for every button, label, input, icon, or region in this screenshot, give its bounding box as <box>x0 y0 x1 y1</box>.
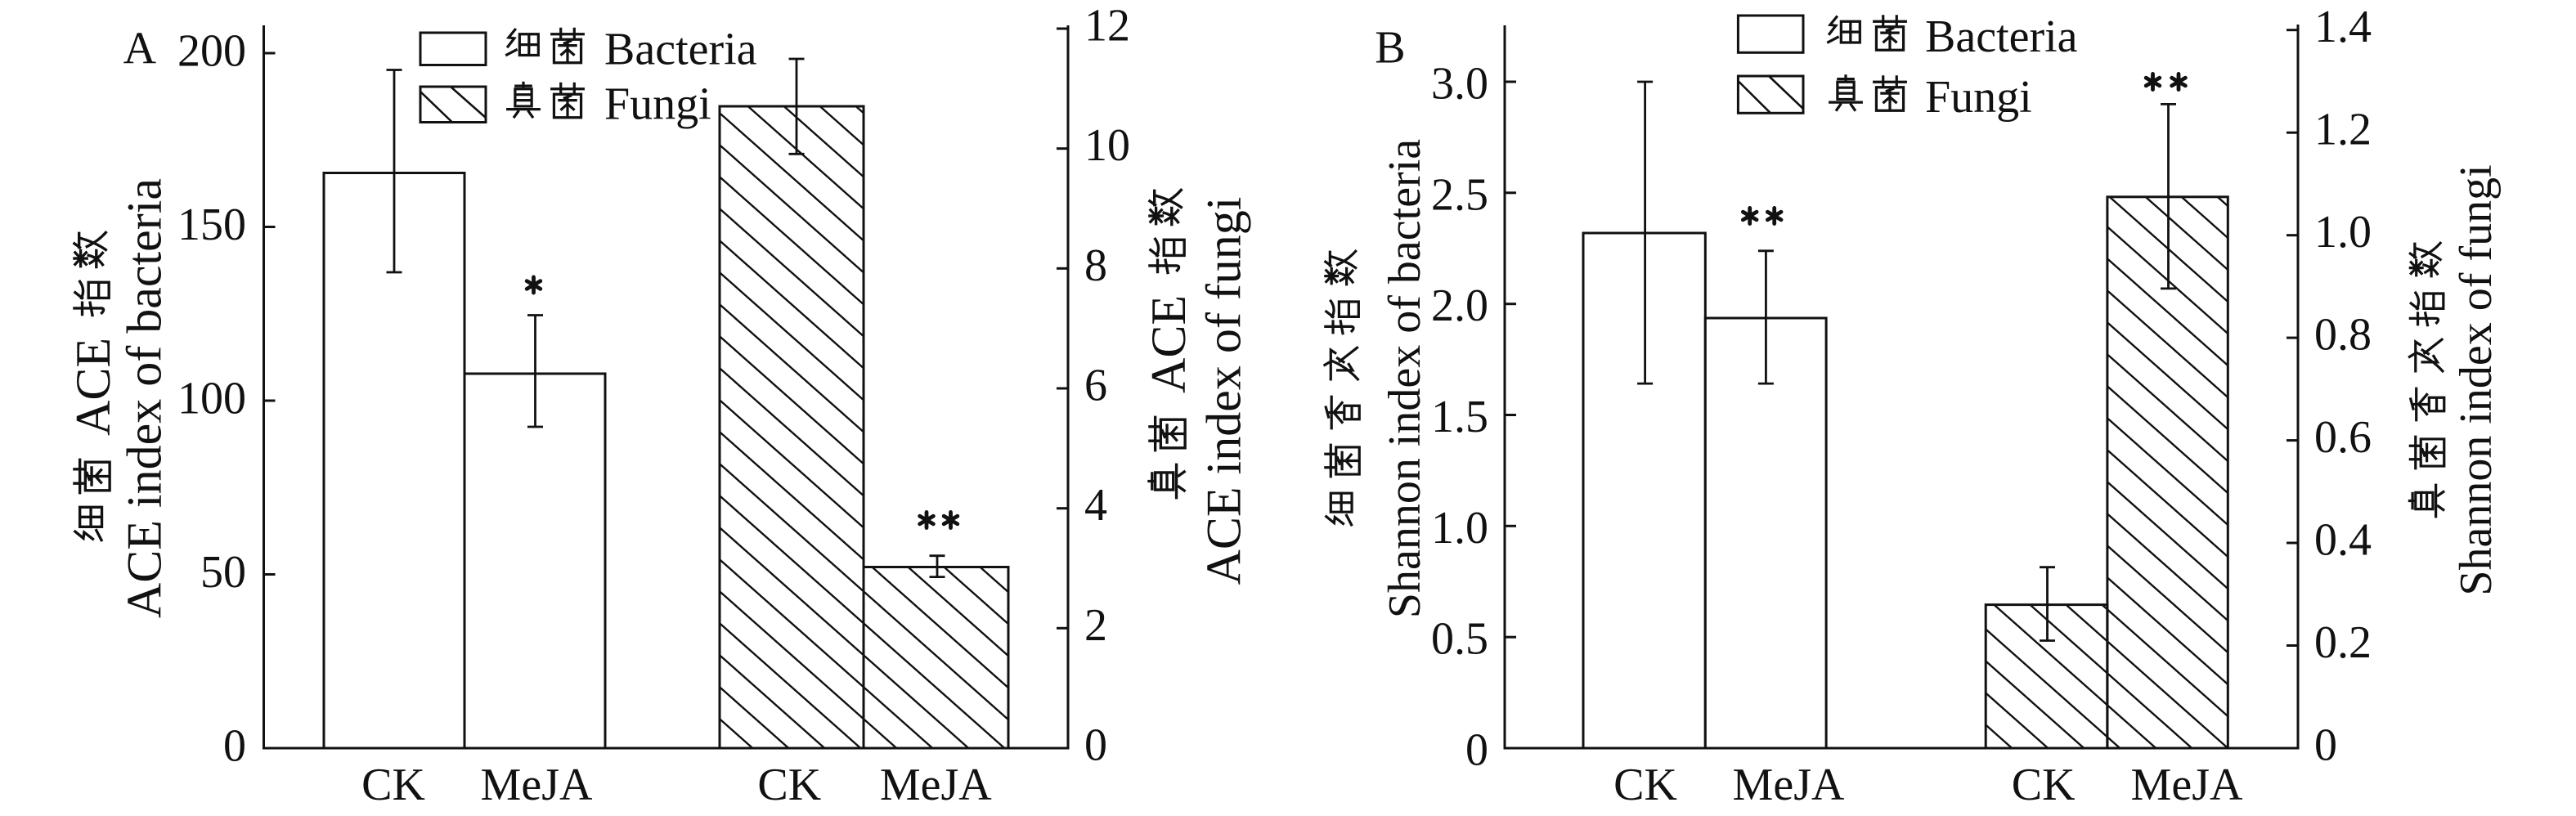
svg-text:Bacteria: Bacteria <box>604 25 757 75</box>
svg-text:0.6: 0.6 <box>2314 412 2372 463</box>
svg-text:12: 12 <box>1084 1 1130 52</box>
svg-text:0.5: 0.5 <box>1431 614 1488 665</box>
svg-text:6: 6 <box>1084 361 1107 411</box>
svg-text:B: B <box>1375 23 1405 74</box>
svg-text:ACE: ACE <box>66 338 120 436</box>
svg-text:CK: CK <box>1613 760 1677 810</box>
svg-text:100: 100 <box>177 374 246 424</box>
svg-text:2.5: 2.5 <box>1431 169 1488 220</box>
svg-text:Fungi: Fungi <box>604 79 711 130</box>
svg-text:200: 200 <box>177 26 246 77</box>
svg-text:MeJA: MeJA <box>880 760 992 810</box>
svg-text:3.0: 3.0 <box>1431 59 1488 110</box>
svg-text:0.8: 0.8 <box>2314 310 2372 361</box>
svg-text:A: A <box>123 24 157 74</box>
svg-text:10: 10 <box>1084 120 1130 171</box>
svg-text:Shannon index of bacteria: Shannon index of bacteria <box>1380 139 1430 618</box>
svg-text:1.2: 1.2 <box>2314 105 2372 155</box>
svg-text:Shannon index of fungi: Shannon index of fungi <box>2451 164 2502 595</box>
svg-text:MeJA: MeJA <box>2131 760 2243 810</box>
svg-text:0: 0 <box>2314 720 2337 771</box>
svg-text:0: 0 <box>1084 720 1107 771</box>
svg-text:1.0: 1.0 <box>2314 207 2372 258</box>
svg-text:0: 0 <box>1465 725 1488 776</box>
svg-text:0: 0 <box>223 721 246 772</box>
svg-text:ACE index of fungi: ACE index of fungi <box>1197 197 1251 585</box>
svg-text:2: 2 <box>1084 600 1107 651</box>
svg-text:CK: CK <box>361 760 425 810</box>
svg-text:8: 8 <box>1084 240 1107 291</box>
svg-text:Fungi: Fungi <box>1925 72 2032 123</box>
svg-text:1.5: 1.5 <box>1431 392 1488 442</box>
svg-text:Bacteria: Bacteria <box>1925 11 2078 62</box>
svg-text:MeJA: MeJA <box>481 760 593 810</box>
svg-text:1.0: 1.0 <box>1431 503 1488 554</box>
svg-text:ACE index of bacteria: ACE index of bacteria <box>118 178 172 618</box>
svg-text:MeJA: MeJA <box>1733 760 1845 810</box>
svg-text:4: 4 <box>1084 480 1107 531</box>
svg-text:ACE: ACE <box>1142 295 1196 393</box>
svg-text:0.2: 0.2 <box>2314 617 2372 668</box>
svg-text:150: 150 <box>177 200 246 250</box>
svg-text:2.0: 2.0 <box>1431 280 1488 331</box>
svg-text:1.4: 1.4 <box>2314 2 2372 52</box>
svg-text:CK: CK <box>2012 760 2076 810</box>
svg-text:CK: CK <box>757 760 821 810</box>
svg-text:50: 50 <box>200 547 246 598</box>
svg-text:0.4: 0.4 <box>2314 515 2372 566</box>
